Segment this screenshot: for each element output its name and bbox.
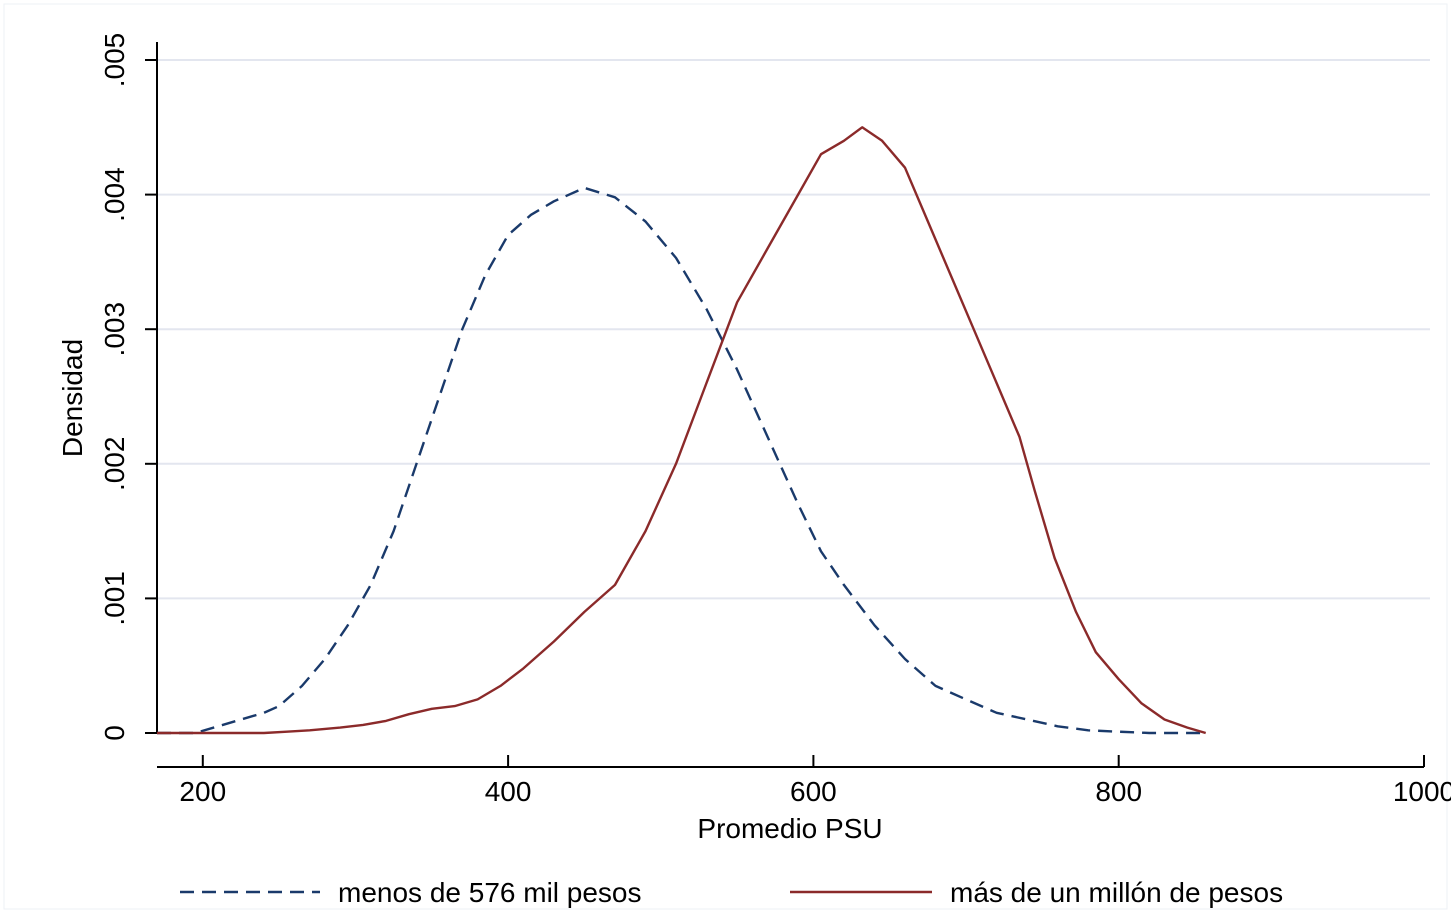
y-tick-label: .001 xyxy=(99,571,130,626)
y-tick-label: .004 xyxy=(99,167,130,222)
x-tick-label: 200 xyxy=(179,776,226,807)
grid-lines xyxy=(157,59,1430,600)
legend-label-2: más de un millón de pesos xyxy=(950,877,1283,908)
legend-label-1: menos de 576 mil pesos xyxy=(338,877,642,908)
y-tick-label: .002 xyxy=(99,437,130,492)
y-tick-label: .003 xyxy=(99,302,130,357)
plot-frame xyxy=(3,3,1448,910)
y-axis-title: Densidad xyxy=(57,339,88,457)
legend: menos de 576 mil pesos más de un millón d… xyxy=(180,877,1283,908)
y-tick-label: 0 xyxy=(99,725,130,741)
series-line-2 xyxy=(157,126,1207,735)
x-tick-label: 600 xyxy=(790,776,837,807)
series-lines xyxy=(157,126,1207,735)
x-axis-title: Promedio PSU xyxy=(697,813,882,844)
series-line-1 xyxy=(157,186,1206,735)
x-tick-label: 1000 xyxy=(1393,776,1451,807)
axes: 0 .001 .002 .003 .004 .005 200 400 600 800 1000 xyxy=(99,33,1451,807)
y-tick-label: .005 xyxy=(99,33,130,88)
x-tick-label: 400 xyxy=(485,776,532,807)
x-tick-label: 800 xyxy=(1095,776,1142,807)
